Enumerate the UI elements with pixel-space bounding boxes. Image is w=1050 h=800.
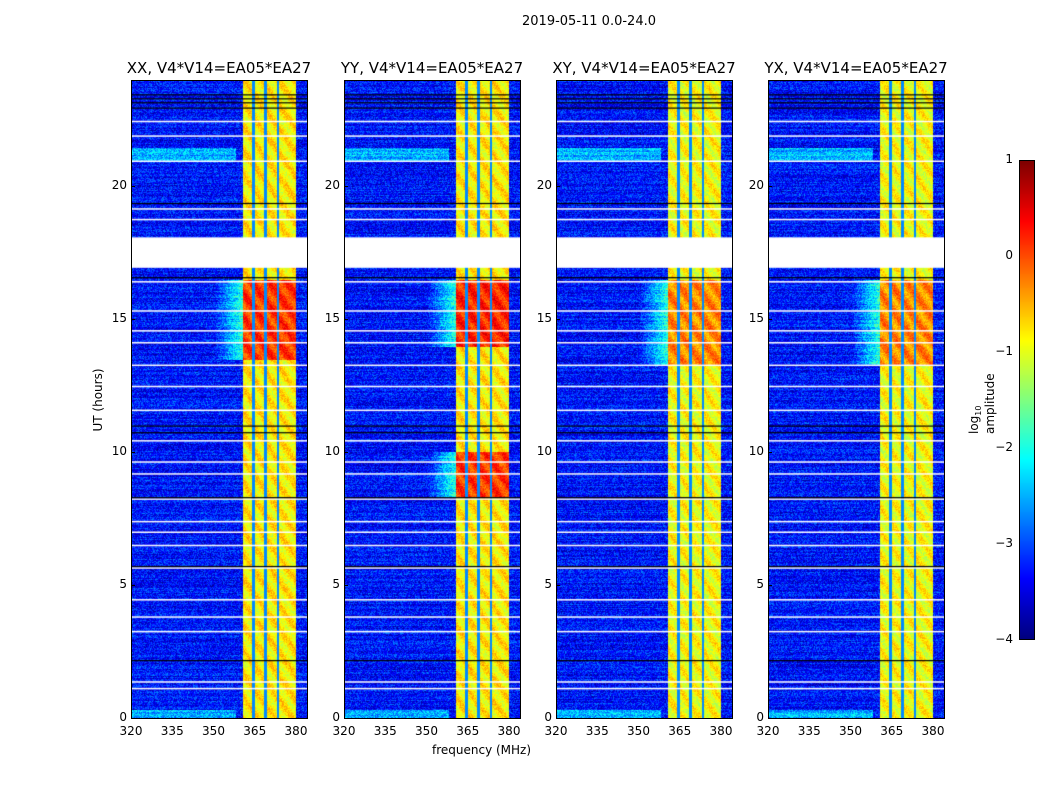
colorbar-gradient <box>1020 161 1034 639</box>
y-tick-mark <box>768 585 772 587</box>
x-tick-label: 365 <box>880 724 904 738</box>
y-tick-mark <box>768 718 772 719</box>
y-tick-label: 5 <box>332 577 340 592</box>
waterfall-panel <box>768 80 945 719</box>
y-tick-mark <box>131 452 135 454</box>
panel-title: YX, V4*V14=EA05*EA27 <box>764 59 948 77</box>
y-tick-mark <box>556 186 560 188</box>
y-tick-label: 15 <box>748 311 764 326</box>
waterfall-heatmap <box>132 81 307 718</box>
x-tick-label: 335 <box>585 724 609 738</box>
x-tick-label: 350 <box>839 724 862 738</box>
x-tick-label: 350 <box>627 724 650 738</box>
y-tick-label: 10 <box>536 444 552 459</box>
colorbar <box>1019 160 1035 640</box>
colorbar-tick-label: −3 <box>995 536 1013 550</box>
x-tick-label: 380 <box>921 724 945 738</box>
x-tick-label: 335 <box>797 724 821 738</box>
x-tick-label: 380 <box>497 724 521 738</box>
colorbar-label: log10 amplitude <box>966 373 998 434</box>
y-tick-label: 15 <box>536 311 552 326</box>
x-tick-label: 335 <box>160 724 184 738</box>
colorbar-tick-label: 1 <box>1005 152 1013 166</box>
y-tick-label: 15 <box>324 311 340 326</box>
x-tick-label: 320 <box>119 724 143 738</box>
y-tick-label: 0 <box>332 710 340 724</box>
y-tick-mark <box>344 718 348 719</box>
colorbar-tick-label: −2 <box>995 440 1013 454</box>
x-tick-label: 320 <box>756 724 780 738</box>
panel-title: XY, V4*V14=EA05*EA27 <box>552 59 736 77</box>
y-tick-mark <box>131 186 135 188</box>
panel-title: YY, V4*V14=EA05*EA27 <box>340 59 524 77</box>
x-tick-label: 350 <box>415 724 438 738</box>
y-tick-mark <box>344 585 348 587</box>
waterfall-panel <box>556 80 733 719</box>
x-tick-label: 365 <box>243 724 267 738</box>
y-tick-mark <box>556 585 560 587</box>
y-tick-mark <box>344 452 348 454</box>
y-tick-label: 5 <box>544 577 552 592</box>
y-tick-mark <box>768 452 772 454</box>
y-tick-label: 5 <box>756 577 764 592</box>
x-tick-label: 380 <box>709 724 733 738</box>
colorbar-tick-label: −4 <box>995 632 1013 646</box>
y-tick-label: 20 <box>324 178 340 193</box>
x-tick-label: 365 <box>668 724 692 738</box>
y-tick-mark <box>131 718 135 719</box>
y-tick-label: 20 <box>536 178 552 193</box>
y-tick-mark <box>556 452 560 454</box>
waterfall-heatmap <box>769 81 944 718</box>
y-tick-mark <box>131 585 135 587</box>
x-tick-label: 320 <box>332 724 356 738</box>
y-tick-label: 5 <box>119 577 127 592</box>
y-tick-label: 10 <box>324 444 340 459</box>
y-tick-mark <box>131 319 135 321</box>
y-tick-mark <box>556 718 560 719</box>
y-tick-label: 0 <box>119 710 127 724</box>
colorbar-tick-label: 0 <box>1005 248 1013 262</box>
colorbar-tick-label: −1 <box>995 344 1013 358</box>
y-tick-mark <box>768 319 772 321</box>
waterfall-panel <box>344 80 521 719</box>
y-tick-label: 0 <box>756 710 764 724</box>
x-tick-label: 350 <box>202 724 225 738</box>
y-tick-label: 0 <box>544 710 552 724</box>
y-tick-label: 20 <box>111 178 127 193</box>
x-tick-label: 380 <box>284 724 308 738</box>
x-tick-label: 320 <box>544 724 568 738</box>
waterfall-panel <box>131 80 308 719</box>
y-tick-mark <box>344 186 348 188</box>
panel-title: XX, V4*V14=EA05*EA27 <box>126 59 312 77</box>
waterfall-heatmap <box>345 81 520 718</box>
y-tick-mark <box>768 186 772 188</box>
y-tick-mark <box>344 319 348 321</box>
x-axis-label: frequency (MHz) <box>432 743 532 757</box>
y-tick-label: 15 <box>111 311 127 326</box>
y-tick-label: 10 <box>748 444 764 459</box>
waterfall-heatmap <box>557 81 732 718</box>
x-tick-label: 365 <box>456 724 480 738</box>
y-tick-mark <box>556 319 560 321</box>
y-axis-label: UT (hours) <box>91 368 105 432</box>
y-tick-label: 10 <box>111 444 127 459</box>
figure-title: 2019-05-11 0.0-24.0 <box>522 14 656 29</box>
x-tick-label: 335 <box>373 724 397 738</box>
y-tick-label: 20 <box>748 178 764 193</box>
